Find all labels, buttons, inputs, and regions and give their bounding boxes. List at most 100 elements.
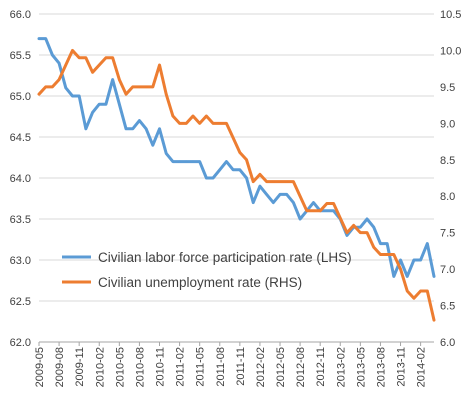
x-tick-label: 2011-08	[215, 347, 227, 387]
x-tick-label: 2010-02	[94, 347, 106, 387]
data-point	[218, 122, 221, 125]
data-point	[198, 160, 201, 163]
data-point	[44, 85, 47, 89]
data-point	[332, 209, 335, 212]
legend-label-participation: Civilian labor force participation rate …	[98, 250, 352, 265]
data-point	[198, 122, 201, 125]
data-point	[372, 226, 375, 229]
x-tick-label: 2009-11	[74, 347, 86, 387]
data-point	[332, 202, 335, 205]
right-y-axis: 6.0 6.5 7.0 7.5 8.0 8.5 9.0 9.5 10.0 10.5	[440, 9, 461, 349]
data-point	[138, 85, 141, 89]
data-point	[385, 253, 389, 256]
data-point	[372, 246, 375, 249]
y-left-tick-label: 63.5	[10, 214, 31, 226]
legend: Civilian labor force participation rate …	[62, 250, 352, 290]
x-tick-label: 2012-08	[295, 347, 307, 387]
data-point	[359, 226, 362, 229]
data-point	[426, 242, 429, 245]
x-tick-label: 2014-02	[416, 347, 428, 387]
data-point	[191, 114, 195, 118]
data-point	[245, 158, 248, 161]
data-point	[211, 122, 215, 125]
data-point	[272, 180, 275, 183]
y-left-tick-label: 66.0	[10, 9, 31, 21]
data-point	[165, 152, 168, 155]
data-point	[91, 111, 94, 114]
data-point	[272, 201, 275, 204]
data-point	[365, 217, 369, 221]
x-tick-label: 2010-08	[134, 347, 146, 387]
data-point	[44, 37, 47, 40]
y-right-tick-label: 7.0	[440, 264, 455, 276]
data-point	[205, 114, 208, 118]
data-point	[285, 180, 288, 183]
data-point	[365, 231, 369, 234]
data-point	[77, 56, 81, 59]
data-point	[412, 258, 416, 262]
data-point	[77, 94, 81, 98]
y-left-tick-label: 64.0	[10, 173, 31, 185]
gridlines	[39, 13, 434, 343]
data-point	[298, 217, 302, 221]
data-point	[245, 176, 248, 180]
data-point	[118, 103, 121, 106]
y-left-tick-label: 65.0	[10, 91, 31, 103]
data-point	[278, 180, 282, 183]
data-point	[218, 168, 221, 171]
data-point	[345, 231, 349, 234]
data-point	[258, 185, 262, 188]
series-lines	[37, 37, 436, 322]
data-point	[71, 49, 74, 52]
data-point	[285, 193, 288, 196]
data-point	[258, 173, 262, 176]
data-point	[392, 275, 396, 278]
data-point	[265, 193, 268, 196]
data-point	[51, 85, 54, 89]
x-tick-label: 2012-02	[255, 347, 267, 387]
x-tick-label: 2013-08	[375, 347, 387, 387]
x-tick-label: 2010-05	[114, 347, 126, 387]
x-tick-label: 2012-11	[315, 347, 327, 387]
x-tick-label: 2010-11	[155, 347, 167, 387]
y-left-tick-label: 65.5	[10, 50, 31, 62]
data-point	[379, 253, 382, 256]
x-tick-label: 2009-08	[54, 347, 66, 387]
data-point	[84, 127, 88, 130]
data-point	[144, 85, 148, 89]
data-point	[252, 180, 255, 183]
data-point	[64, 86, 67, 90]
data-point	[131, 85, 134, 89]
data-point	[111, 56, 114, 59]
y-right-tick-label: 6.0	[440, 337, 455, 349]
x-tick-label: 2011-02	[175, 347, 187, 387]
data-point	[171, 114, 175, 118]
data-point	[426, 289, 429, 293]
series-line-participation	[37, 37, 436, 278]
y-left-tick-label: 62.0	[10, 337, 31, 349]
data-point	[71, 94, 74, 98]
y-right-tick-label: 9.5	[440, 82, 455, 94]
legend-item-participation: Civilian labor force participation rate …	[62, 250, 352, 265]
data-point	[339, 216, 342, 220]
x-axis: 2009-05 2009-08 2009-11 2010-02 2010-05 2010-…	[34, 341, 434, 387]
data-point	[406, 275, 409, 278]
data-point	[225, 122, 228, 125]
x-tick-label: 2013-05	[355, 347, 367, 387]
data-point	[37, 37, 41, 40]
data-point	[165, 92, 168, 96]
data-point	[151, 144, 155, 147]
data-point	[252, 201, 255, 204]
data-point	[238, 168, 242, 171]
data-point	[432, 275, 436, 278]
data-point	[225, 160, 228, 163]
data-point	[231, 168, 235, 171]
y-right-tick-label: 10.5	[440, 9, 461, 21]
y-left-tick-label: 63.0	[10, 255, 31, 267]
data-point	[211, 176, 215, 180]
data-point	[138, 119, 141, 122]
data-point	[345, 234, 349, 237]
x-tick-label: 2011-11	[235, 347, 247, 386]
series-line-unemployment	[37, 48, 436, 322]
